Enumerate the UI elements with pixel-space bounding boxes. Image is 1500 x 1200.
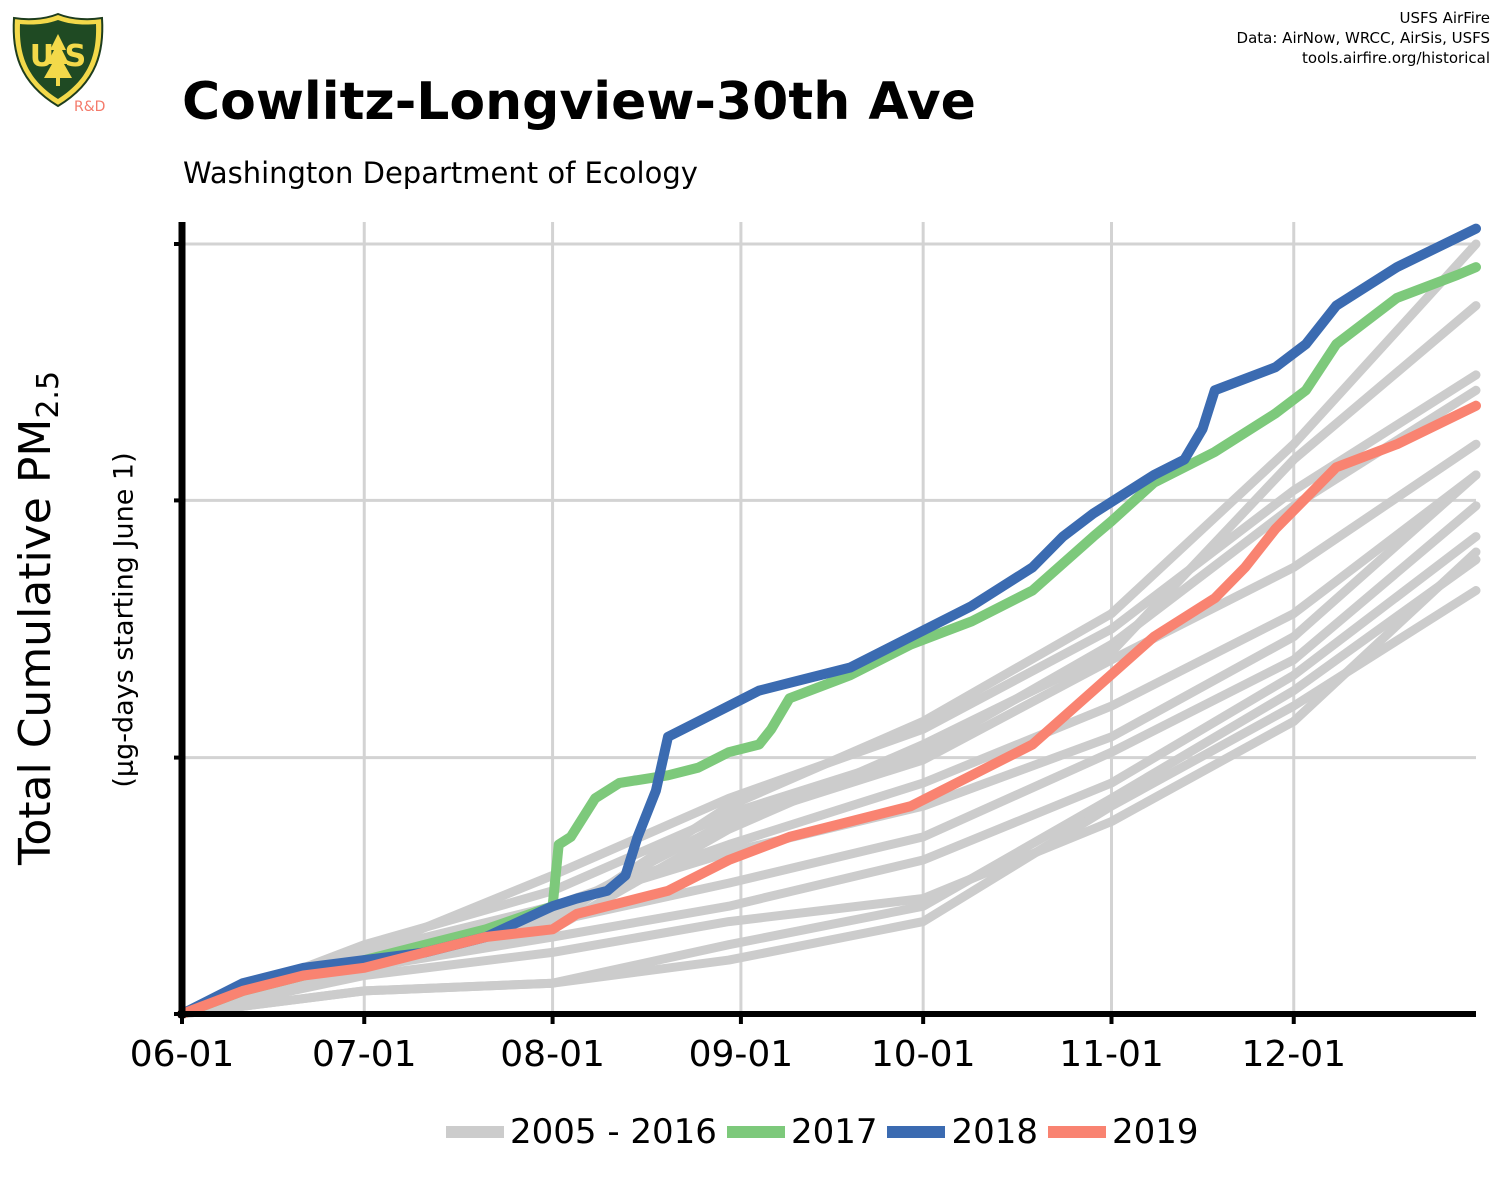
legend-item-2018: 2018 (887, 1112, 1038, 1152)
axes (174, 222, 1476, 1024)
series-line-historical (177, 470, 1481, 1019)
legend-label-2019: 2019 (1112, 1112, 1199, 1152)
legend-swatch-historical (446, 1126, 504, 1138)
series-historical-group (177, 239, 1481, 1019)
x-tick-labels: 06-01 07-01 08-01 09-01 10-01 11-01 12-01 (130, 1034, 1346, 1075)
x-tick-label: 08-01 (500, 1034, 605, 1075)
x-tick-label: 11-01 (1059, 1034, 1164, 1075)
y-axis-label: Total Cumulative PM2.5 (10, 370, 66, 866)
legend-item-2017: 2017 (726, 1112, 878, 1152)
credits: USFS AirFire Data: AirNow, WRCC, AirSis,… (1237, 8, 1490, 68)
legend: 2005 - 2016 2017 2018 2019 (446, 1112, 1209, 1152)
series-line-historical (177, 586, 1481, 1019)
usfs-shield-logo: U S (8, 10, 108, 118)
x-tick-label: 07-01 (312, 1034, 417, 1075)
credit-line-1: USFS AirFire (1399, 9, 1490, 27)
legend-swatch-2018 (887, 1126, 946, 1138)
logo-rd-text: R&D (74, 99, 106, 115)
legend-item-historical: 2005 - 2016 (446, 1112, 717, 1152)
series-line-historical (177, 470, 1481, 1019)
legend-label-2017: 2017 (790, 1112, 878, 1152)
chart-title: Cowlitz-Longview-30th Ave (182, 72, 976, 132)
x-tick-label: 10-01 (871, 1034, 976, 1075)
legend-label-2018: 2018 (951, 1112, 1039, 1152)
x-tick-label: 12-01 (1241, 1034, 1346, 1075)
x-tick-label: 06-01 (130, 1034, 235, 1075)
credit-line-3: tools.airfire.org/historical (1302, 49, 1490, 67)
y-axis-sublabel: (µg-days starting June 1) (108, 452, 140, 788)
legend-swatch-2019 (1048, 1126, 1107, 1138)
series-highlight-group (177, 223, 1481, 1019)
legend-label-historical: 2005 - 2016 (510, 1112, 717, 1152)
series-line-historical (177, 547, 1481, 1019)
chart-subtitle: Washington Department of Ecology (183, 156, 698, 190)
series-line-2017 (177, 262, 1481, 1019)
credit-line-2: Data: AirNow, WRCC, AirSis, USFS (1236, 29, 1490, 47)
series-line-2019 (177, 400, 1481, 1019)
legend-swatch-2017 (726, 1126, 785, 1138)
legend-item-2019: 2019 (1048, 1112, 1199, 1152)
x-tick-label: 09-01 (689, 1034, 794, 1075)
